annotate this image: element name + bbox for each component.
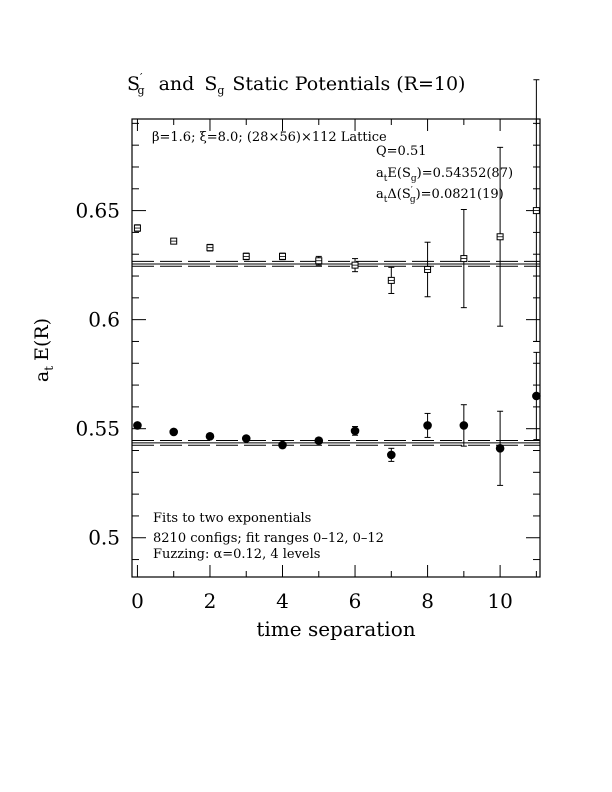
data-point-circle [314, 436, 324, 445]
data-point-circle [532, 391, 541, 401]
gap-a: a [376, 187, 384, 202]
title-rest: Static Potentials (R=10) [232, 73, 465, 95]
data-point-circle [241, 434, 251, 443]
title-symbol-1-sub: g [138, 84, 145, 97]
annotation-q: Q=0.51 [376, 144, 427, 159]
annotation-fit-3: Fuzzing: α=0.12, 4 levels [153, 547, 320, 562]
y-axis-label-a: a [31, 371, 53, 382]
energy-mid: E(S [387, 166, 410, 181]
x-tick-label: 10 [487, 589, 512, 613]
y-tick-label: 0.65 [75, 199, 120, 223]
x-tick-label: 0 [131, 589, 144, 613]
gap-end: )=0.0821(19) [416, 187, 504, 202]
x-axis-label: time separation [256, 617, 415, 641]
data-marks [133, 79, 541, 486]
annotation-lattice: β=1.6; ξ=8.0; (28×56)×112 Lattice [152, 130, 387, 145]
data-point-circle [387, 450, 396, 460]
title-symbol-2: S [204, 73, 217, 95]
x-tick-label: 6 [349, 589, 362, 613]
gap-mid: Δ(S [387, 187, 410, 202]
data-point-circle [133, 421, 142, 430]
energy-end: )=0.54352(87) [417, 166, 513, 181]
annotation-fit-2: 8210 configs; fit ranges 0–12, 0–12 [153, 531, 384, 546]
title-symbol-2-sub: g [217, 84, 224, 97]
y-axis-label-rest: E(R) [31, 318, 53, 361]
energy-sub: t [384, 174, 388, 184]
data-point-circle [169, 427, 179, 437]
chart-title: S′ g and Sg Static Potentials (R=10) [127, 71, 465, 97]
data-point-circle [459, 421, 469, 430]
x-tick-label: 8 [421, 589, 434, 613]
y-axis-label-sub: t [42, 366, 56, 371]
y-tick-label: 0.55 [75, 417, 120, 441]
tick-labels: 0 2 4 6 8 10 0.5 0.55 0.6 0.65 [75, 199, 512, 613]
annotation-energy: atE(Sg)=0.54352(87) [376, 166, 513, 184]
x-tick-label: 2 [204, 589, 217, 613]
gap-sub: t [384, 195, 388, 205]
data-point-circle [495, 444, 505, 453]
y-axis-label: at E(R) [31, 318, 56, 382]
title-and: and [159, 73, 195, 95]
data-point-circle [423, 421, 432, 430]
data-point-circle [205, 432, 215, 441]
title-symbol-1-prime: ′ [140, 71, 143, 84]
x-tick-label: 4 [276, 589, 289, 613]
y-tick-label: 0.6 [88, 308, 120, 332]
data-point-circle [278, 440, 287, 450]
annotation-fit-1: Fits to two exponentials [153, 511, 311, 526]
y-tick-label: 0.5 [88, 526, 120, 550]
energy-a: a [376, 166, 384, 181]
fit-lines [132, 260, 540, 446]
title-symbol-1: S [127, 73, 140, 95]
data-point-circle [350, 426, 360, 436]
gap-sub2: g [410, 195, 416, 205]
annotation-gap: atΔ(S′ g)=0.0821(19) [376, 186, 504, 205]
energy-sub2: g [411, 174, 417, 184]
plot-frame [131, 118, 541, 578]
gap-prime: ′ [411, 186, 413, 196]
